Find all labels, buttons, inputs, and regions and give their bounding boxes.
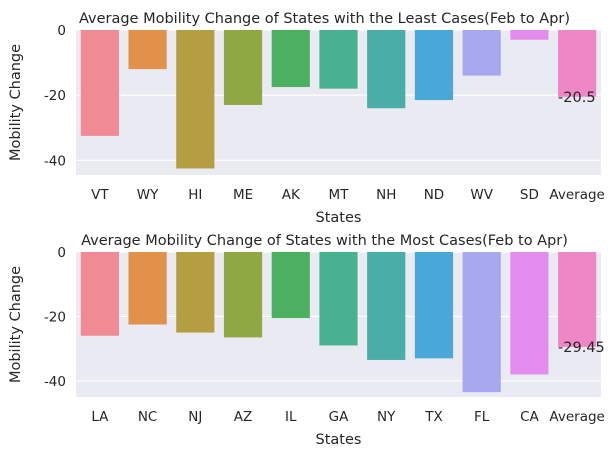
bar-me bbox=[223, 30, 263, 105]
chart-2: 0 -20 -40 LA NC NJ AZ IL GA NY TX FL CA Average -29.45… bbox=[8, 233, 605, 448]
y-tick-label: -20 bbox=[44, 309, 66, 325]
x-tick-label: HI bbox=[188, 187, 202, 203]
y-axis-label: Mobility Change bbox=[8, 44, 24, 161]
chart-1: 0 -20 -40 VT WY HI ME AK MT NH ND WV SD Average -20.5 A… bbox=[8, 11, 605, 226]
y-tick-label: 0 bbox=[57, 245, 66, 261]
bar-mt bbox=[319, 30, 358, 89]
bar-ca bbox=[510, 252, 549, 375]
x-tick-label: AK bbox=[282, 187, 301, 203]
average-annotation: -29.45 bbox=[558, 340, 605, 356]
x-tick-label: WY bbox=[137, 187, 159, 203]
bar-ny bbox=[367, 252, 406, 360]
bar-nj bbox=[176, 252, 215, 333]
y-tick-label: -40 bbox=[44, 153, 66, 169]
bar-nd bbox=[414, 30, 454, 101]
y-axis-label: Mobility Change bbox=[8, 266, 24, 383]
x-axis-label: States bbox=[316, 210, 362, 226]
x-tick-label: TX bbox=[424, 409, 443, 425]
x-tick-label: Average bbox=[549, 409, 604, 425]
x-tick-label: MT bbox=[329, 187, 350, 203]
bar-wy bbox=[128, 30, 167, 70]
bar-vt bbox=[80, 30, 119, 136]
bar-il bbox=[271, 252, 310, 319]
x-tick-label: IL bbox=[285, 409, 297, 425]
x-tick-label: SD bbox=[520, 187, 539, 203]
bar-nc bbox=[128, 252, 167, 325]
bar-wv bbox=[462, 30, 501, 76]
average-annotation: -20.5 bbox=[558, 90, 596, 106]
x-tick-label: AZ bbox=[234, 409, 252, 425]
x-tick-label: CA bbox=[520, 409, 539, 425]
x-tick-label: NJ bbox=[188, 409, 202, 425]
bar-tx bbox=[414, 252, 454, 359]
x-axis-label: States bbox=[316, 432, 362, 448]
x-tick-label: FL bbox=[474, 409, 490, 425]
y-tick-label: -20 bbox=[44, 88, 66, 104]
x-tick-label: WV bbox=[470, 187, 493, 203]
bar-sd bbox=[510, 30, 549, 40]
bar-ga bbox=[319, 252, 358, 346]
x-tick-label: Average bbox=[549, 187, 604, 203]
x-tick-label: ND bbox=[424, 187, 445, 203]
x-tick-label: GA bbox=[329, 409, 349, 425]
x-tick-label: VT bbox=[91, 187, 109, 203]
bar-nh bbox=[367, 30, 406, 109]
y-tick-label: 0 bbox=[57, 23, 66, 39]
x-tick-label: NH bbox=[376, 187, 396, 203]
bar-fl bbox=[462, 252, 501, 393]
chart-title: Average Mobility Change of States with t… bbox=[81, 233, 568, 249]
bar-ak bbox=[271, 30, 310, 88]
y-tick-label: -40 bbox=[44, 374, 66, 390]
chart-title: Average Mobility Change of States with t… bbox=[79, 11, 570, 27]
bar-average bbox=[558, 30, 597, 97]
bar-la bbox=[80, 252, 119, 336]
x-tick-label: NY bbox=[377, 409, 396, 425]
bar-average bbox=[558, 252, 597, 347]
bar-az bbox=[223, 252, 263, 338]
x-tick-label: ME bbox=[233, 187, 253, 203]
x-tick-label: LA bbox=[91, 409, 109, 425]
bar-hi bbox=[176, 30, 215, 169]
x-tick-label: NC bbox=[138, 409, 158, 425]
